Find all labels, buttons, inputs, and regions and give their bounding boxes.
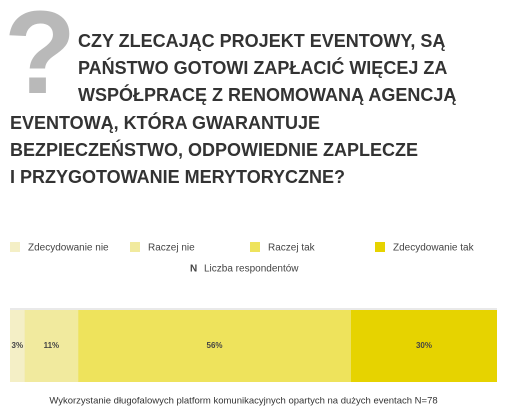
legend-swatch	[250, 242, 260, 252]
value-label: 56%	[207, 341, 223, 350]
legend-label: Raczej nie	[148, 243, 195, 254]
bar-segment	[78, 310, 351, 382]
bar-segment	[24, 310, 79, 382]
question-mark-icon: ?	[4, 0, 76, 119]
bar-segment	[350, 310, 497, 382]
chart-title-line: WSPÓŁPRACĘ Z RENOMOWANĄ AGENCJĄ	[78, 84, 456, 105]
chart-title-line: BEZPIECZEŃSTWO, ODPOWIEDNIE ZAPLECZE	[10, 139, 418, 160]
chart-title-line: I PRZYGOTOWANIE MERYTORYCZNE?	[10, 167, 345, 187]
legend-swatch	[10, 242, 20, 252]
legend-swatch	[130, 242, 140, 252]
bar-segment	[10, 310, 25, 382]
value-label: 3%	[12, 341, 24, 350]
legend-swatch	[375, 242, 385, 252]
legend-label: Zdecydowanie nie	[28, 243, 109, 254]
chart-title-line: EVENTOWĄ, KTÓRA GWARANTUJE	[10, 112, 320, 133]
n-label: Liczba respondentów	[204, 264, 299, 275]
chart-title-line: CZY ZLECAJĄC PROJEKT EVENTOWY, SĄ	[78, 31, 445, 51]
n-symbol: N	[190, 264, 197, 275]
value-label: 30%	[416, 341, 432, 350]
value-label: 11%	[44, 341, 60, 350]
category-label: Wykorzystanie długofalowych platform kom…	[49, 396, 437, 407]
chart-title-line: PAŃSTWO GOTOWI ZAPŁACIĆ WIĘCEJ ZA	[78, 57, 447, 78]
legend-label: Raczej tak	[268, 243, 316, 254]
legend-label: Zdecydowanie tak	[393, 243, 475, 254]
